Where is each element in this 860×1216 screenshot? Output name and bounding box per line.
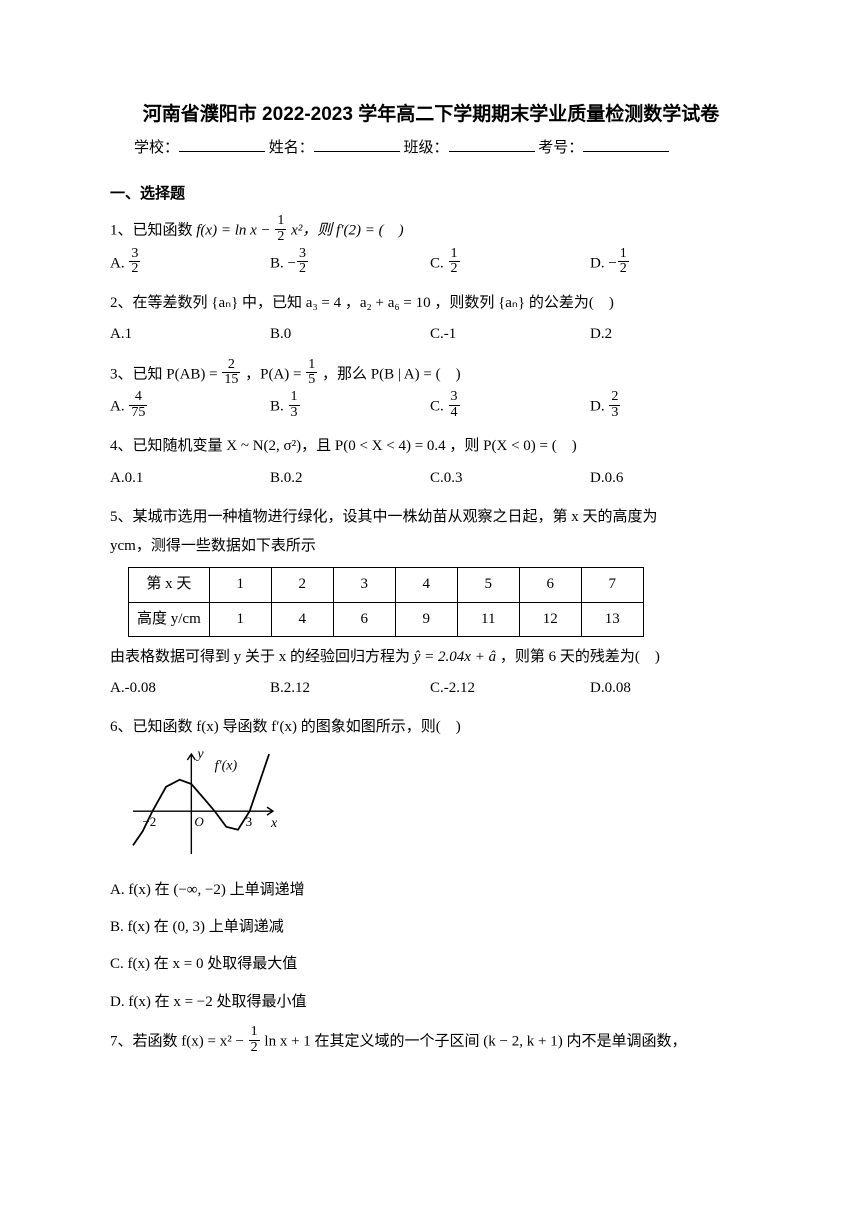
q6-graph: y x f′(x) −2 O 3 bbox=[128, 749, 752, 870]
q3-opt-B[interactable]: B. 13 bbox=[270, 392, 430, 422]
q1-fx: f(x) = ln x − bbox=[196, 223, 274, 239]
blank-class[interactable] bbox=[449, 136, 535, 152]
question-7: 7、若函数 f(x) = x² − 12 ln x + 1 在其定义域的一个子区… bbox=[110, 1027, 752, 1057]
q3-stem-c: ，那么 P(B | A) = ( ) bbox=[322, 366, 461, 382]
q1-opt-A[interactable]: A. 32 bbox=[110, 249, 270, 279]
q5-opt-C[interactable]: C.-2.12 bbox=[430, 674, 590, 703]
page-title: 河南省濮阳市 2022-2023 学年高二下学期期末学业质量检测数学试卷 bbox=[110, 100, 752, 130]
svg-text:3: 3 bbox=[246, 814, 253, 829]
q3-opt-D[interactable]: D. 23 bbox=[590, 392, 750, 422]
q3-opt-A[interactable]: A. 475 bbox=[110, 392, 270, 422]
q6-opt-B[interactable]: B. f(x) 在 (0, 3) 上单调递减 bbox=[110, 913, 752, 942]
label-class: 班级： bbox=[404, 140, 449, 156]
question-4: 4、已知随机变量 X ~ N(2, σ²)，且 P(0 < X < 4) = 0… bbox=[110, 432, 752, 493]
table-row: 第 x 天 1 2 3 4 5 6 7 bbox=[129, 568, 644, 602]
question-6: 6、已知函数 f(x) 导函数 f′(x) 的图象如图所示，则( ) y x f′(… bbox=[110, 713, 752, 1017]
svg-text:y: y bbox=[195, 749, 204, 762]
q4-opt-B[interactable]: B.0.2 bbox=[270, 464, 430, 493]
svg-text:O: O bbox=[194, 814, 204, 829]
q1-stem-a: 1、已知函数 bbox=[110, 223, 196, 239]
label-school: 学校： bbox=[134, 140, 179, 156]
q3-opt-C[interactable]: C. 34 bbox=[430, 392, 590, 422]
q1-frac: 12 bbox=[275, 214, 286, 244]
q1-opt-D[interactable]: D. −12 bbox=[590, 249, 750, 279]
q6-stem: 6、已知函数 f(x) 导函数 f′(x) 的图象如图所示，则( ) bbox=[110, 713, 752, 742]
svg-text:f′(x): f′(x) bbox=[215, 758, 238, 773]
q2-opt-B[interactable]: B.0 bbox=[270, 320, 430, 349]
q4-opt-A[interactable]: A.0.1 bbox=[110, 464, 270, 493]
q5-stem3a: 由表格数据可得到 y 关于 x 的经验回归方程为 bbox=[110, 649, 414, 665]
q5-opt-D[interactable]: D.0.08 bbox=[590, 674, 750, 703]
q5-stem2: ycm，测得一些数据如下表所示 bbox=[110, 532, 752, 561]
q5-stem3b: ，则第 6 天的残差为( ) bbox=[500, 649, 660, 665]
question-2: 2、在等差数列 {aₙ} 中，已知 a₃ = 4 ，a₂ + a₆ = 10 ，… bbox=[110, 289, 752, 350]
q6-opt-A[interactable]: A. f(x) 在 (−∞, −2) 上单调递增 bbox=[110, 876, 752, 905]
q2-opt-A[interactable]: A.1 bbox=[110, 320, 270, 349]
q2-stem: 2、在等差数列 {aₙ} 中，已知 a₃ = 4 ，a₂ + a₆ = 10 ，… bbox=[110, 289, 752, 318]
question-5: 5、某城市选用一种植物进行绿化，设其中一株幼苗从观察之日起，第 x 天的高度为 … bbox=[110, 503, 752, 704]
q5-table: 第 x 天 1 2 3 4 5 6 7 高度 y/cm 1 4 6 9 11 1… bbox=[128, 567, 644, 637]
q7-frac: 12 bbox=[249, 1025, 260, 1055]
q1-stem-b: x²，则 f′(2) = ( ) bbox=[291, 223, 403, 239]
q7-stem-a: 7、若函数 f(x) = x² − bbox=[110, 1034, 248, 1050]
q1-options: A. 32 B. −32 C. 12 D. −12 bbox=[110, 249, 752, 279]
student-info-line: 学校： 姓名： 班级： 考号： bbox=[134, 136, 752, 160]
q5-opt-A[interactable]: A.-0.08 bbox=[110, 674, 270, 703]
label-name: 姓名： bbox=[269, 140, 314, 156]
table-row: 高度 y/cm 1 4 6 9 11 12 13 bbox=[129, 602, 644, 636]
blank-name[interactable] bbox=[314, 136, 400, 152]
q4-stem: 4、已知随机变量 X ~ N(2, σ²)，且 P(0 < X < 4) = 0… bbox=[110, 432, 752, 461]
question-3: 3、已知 P(AB) = 215 ，P(A) = 15 ，那么 P(B | A)… bbox=[110, 360, 752, 423]
q4-opt-C[interactable]: C.0.3 bbox=[430, 464, 590, 493]
blank-examno[interactable] bbox=[583, 136, 669, 152]
q4-opt-D[interactable]: D.0.6 bbox=[590, 464, 750, 493]
question-1: 1、已知函数 f(x) = ln x − 12 x²，则 f′(2) = ( )… bbox=[110, 216, 752, 279]
svg-text:x: x bbox=[270, 816, 278, 831]
q2-opt-D[interactable]: D.2 bbox=[590, 320, 750, 349]
label-examno: 考号： bbox=[538, 140, 583, 156]
q6-opt-D[interactable]: D. f(x) 在 x = −2 处取得最小值 bbox=[110, 988, 752, 1017]
q3-stem-a: 3、已知 P(AB) = bbox=[110, 366, 221, 382]
q5-eq: ŷ = 2.04x + â bbox=[414, 649, 496, 665]
derivative-graph-icon: y x f′(x) −2 O 3 bbox=[128, 749, 278, 859]
q2-opt-C[interactable]: C.-1 bbox=[430, 320, 590, 349]
q5-opt-B[interactable]: B.2.12 bbox=[270, 674, 430, 703]
blank-school[interactable] bbox=[179, 136, 265, 152]
q3-options: A. 475 B. 13 C. 34 D. 23 bbox=[110, 392, 752, 422]
section-1-title: 一、选择题 bbox=[110, 182, 752, 206]
q7-stem-b: ln x + 1 在其定义域的一个子区间 (k − 2, k + 1) 内不是单… bbox=[264, 1034, 686, 1050]
q3-f2: 15 bbox=[306, 358, 317, 388]
svg-text:−2: −2 bbox=[142, 814, 156, 829]
q4-options: A.0.1 B.0.2 C.0.3 D.0.6 bbox=[110, 464, 752, 493]
q2-options: A.1 B.0 C.-1 D.2 bbox=[110, 320, 752, 349]
q1-opt-C[interactable]: C. 12 bbox=[430, 249, 590, 279]
q3-stem-b: ，P(A) = bbox=[245, 366, 305, 382]
q5-options: A.-0.08 B.2.12 C.-2.12 D.0.08 bbox=[110, 674, 752, 703]
q6-options: A. f(x) 在 (−∞, −2) 上单调递增 B. f(x) 在 (0, 3… bbox=[110, 876, 752, 1017]
q1-opt-B[interactable]: B. −32 bbox=[270, 249, 430, 279]
q3-f1: 215 bbox=[222, 358, 240, 388]
q5-stem1: 5、某城市选用一种植物进行绿化，设其中一株幼苗从观察之日起，第 x 天的高度为 bbox=[110, 503, 752, 532]
q6-opt-C[interactable]: C. f(x) 在 x = 0 处取得最大值 bbox=[110, 950, 752, 979]
